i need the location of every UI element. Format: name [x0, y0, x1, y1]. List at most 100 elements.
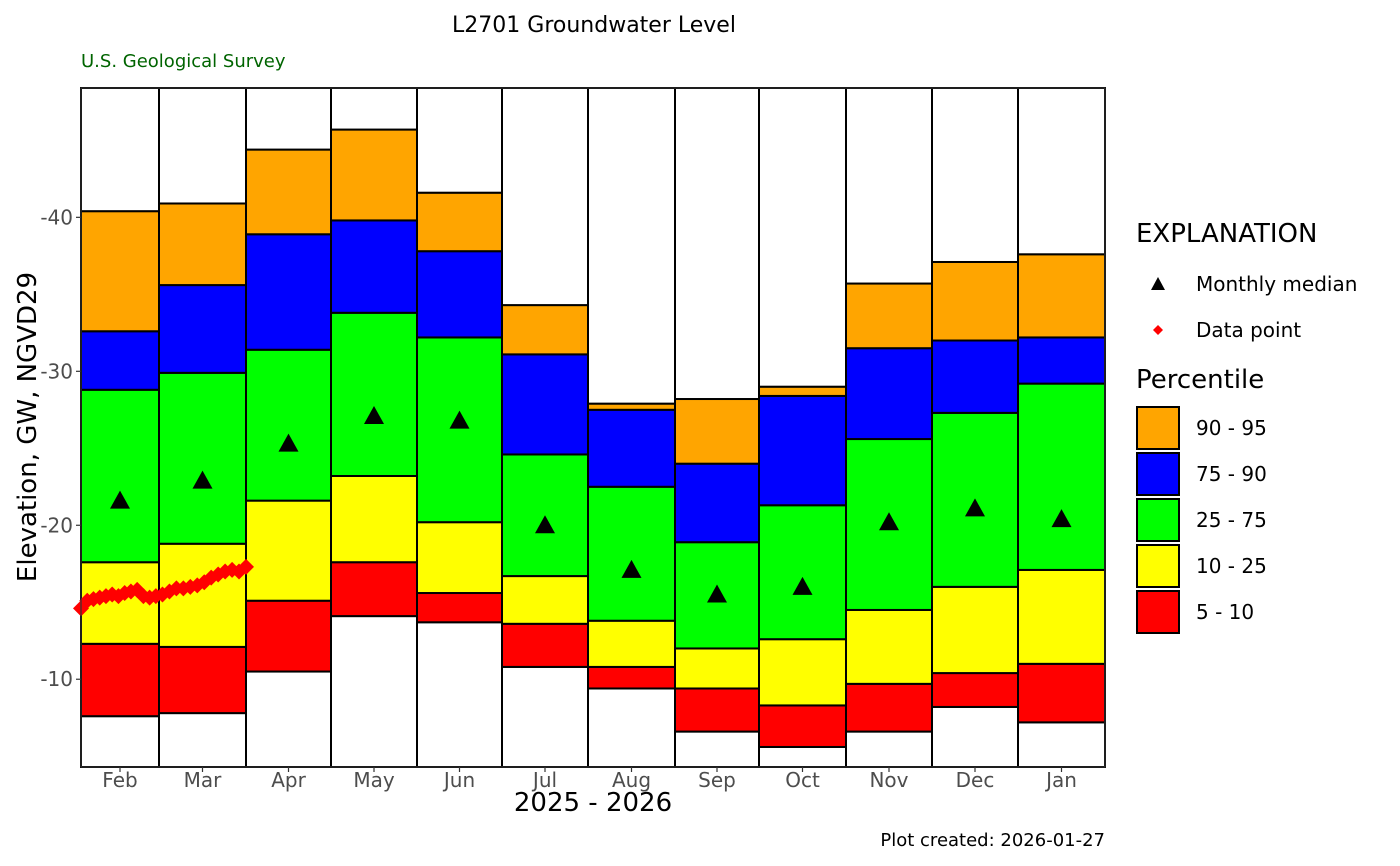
percentile-band-p5-10-may: [330, 561, 418, 618]
percentile-band-p25-75-oct: [758, 504, 847, 641]
percentile-band-p75-90-mar: [158, 284, 247, 374]
plot-panel: [73, 87, 1106, 769]
percentile-band-above-nov: [845, 87, 933, 285]
percentile-band-p25-75-mar: [158, 371, 247, 545]
percentile-band-p25-75-feb: [80, 388, 160, 564]
percentile-band-p10-25-apr: [245, 499, 332, 602]
legend-symbols: Monthly median Data point: [1151, 272, 1357, 342]
percentile-band-p90-95-dec: [931, 260, 1019, 342]
percentile-band-p75-90-apr: [245, 233, 332, 351]
legend: EXPLANATION Monthly median Data point Per…: [1136, 219, 1357, 634]
legend-median-triangle-icon: [1151, 277, 1165, 290]
percentile-band-above-sep: [674, 87, 760, 401]
legend-percentile-label: 10 - 25: [1196, 554, 1267, 578]
percentile-band-p75-90-jul: [501, 353, 589, 456]
percentile-band-p75-90-dec: [931, 339, 1019, 414]
x-tick-label-sep: Sep: [698, 768, 736, 792]
x-tick-label-dec: Dec: [956, 768, 995, 792]
x-tick-label-nov: Nov: [869, 768, 908, 792]
percentile-band-above-mar: [158, 87, 247, 205]
monthly-median-oct: [792, 576, 813, 595]
legend-symbol-label: Monthly median: [1196, 272, 1357, 296]
legend-swatch: [1136, 498, 1180, 542]
y-tick-label: -10: [40, 667, 73, 691]
percentile-band-p10-25-nov: [845, 608, 933, 685]
percentile-band-p90-95-sep: [674, 398, 760, 465]
percentile-band-p25-75-may: [330, 311, 418, 477]
percentile-band-p5-10-sep: [674, 687, 760, 733]
legend-percentile-label: 90 - 95: [1196, 416, 1267, 440]
y-tick-label: -20: [40, 513, 73, 537]
percentile-band-p90-95-feb: [80, 210, 160, 333]
legend-percentile-label: 25 - 75: [1196, 508, 1267, 532]
monthly-median-jul: [535, 515, 555, 534]
percentile-band-p75-90-sep: [674, 462, 760, 544]
percentile-band-p90-95-apr: [245, 148, 332, 236]
percentile-band-below-nov: [845, 730, 933, 768]
percentile-band-p75-90-feb: [80, 330, 160, 391]
monthly-median-sep: [707, 584, 727, 603]
data-point: [238, 558, 254, 575]
data-point-markers: [73, 558, 254, 617]
percentile-band-p5-10-mar: [158, 645, 247, 715]
monthly-median-dec: [965, 498, 985, 517]
percentile-band-p5-10-nov: [845, 682, 933, 733]
legend-swatch: [1136, 544, 1180, 588]
percentile-band-below-dec: [931, 705, 1019, 769]
percentile-band-p5-10-dec: [931, 672, 1019, 708]
monthly-median-mar: [192, 470, 213, 489]
x-axis-title: 2025 - 2026: [514, 788, 672, 818]
percentile-band-p10-25-sep: [674, 647, 760, 690]
monthly-median-nov: [879, 512, 899, 531]
x-tick-label-feb: Feb: [102, 768, 137, 792]
monthly-median-may: [364, 405, 384, 424]
percentile-band-below-may: [330, 615, 418, 768]
percentile-band-p25-75-jan: [1017, 382, 1106, 571]
percentile-band-p5-10-apr: [245, 599, 332, 673]
percentile-band-p25-75-jun: [416, 336, 503, 524]
percentile-band-p90-95-mar: [158, 202, 247, 287]
x-tick-label-may: May: [353, 768, 395, 792]
x-tick-label-oct: Oct: [785, 768, 820, 792]
monthly-median-apr: [278, 433, 299, 452]
percentile-band-p10-25-may: [330, 475, 418, 564]
y-axis: -40 -30 -20 -10: [40, 205, 81, 691]
percentile-band-p75-90-aug: [587, 408, 676, 488]
percentile-band-p75-90-nov: [845, 347, 933, 441]
percentile-band-above-dec: [931, 87, 1019, 263]
percentile-band-p90-95-may: [330, 128, 418, 222]
percentile-band-above-aug: [587, 87, 676, 405]
percentile-band-p25-75-jul: [501, 453, 589, 578]
percentile-band-above-may: [330, 87, 418, 131]
x-tick-label-apr: Apr: [271, 768, 306, 792]
percentile-band-p25-75-aug: [587, 485, 676, 622]
plot-border: [80, 87, 1106, 768]
y-tick-label: -30: [40, 359, 73, 383]
percentile-band-p10-25-oct: [758, 638, 847, 707]
percentile-band-below-aug: [587, 687, 676, 769]
percentile-band-above-apr: [245, 87, 332, 151]
percentile-band-p5-10-jan: [1017, 662, 1106, 724]
percentile-band-below-sep: [674, 730, 760, 768]
percentile-band-p10-25-dec: [931, 585, 1019, 675]
percentile-band-below-jan: [1017, 721, 1106, 768]
legend-percentile-label: 5 - 10: [1196, 600, 1254, 624]
percentile-band-below-jun: [416, 621, 503, 768]
monthly-median-aug: [621, 559, 642, 578]
percentile-band-p90-95-jun: [416, 191, 503, 253]
x-tick-label-jan: Jan: [1044, 768, 1077, 792]
percentile-band-above-jul: [501, 87, 589, 307]
percentile-band-p90-95-jul: [501, 304, 589, 356]
percentile-band-p5-10-jun: [416, 592, 503, 624]
legend-title: EXPLANATION: [1136, 219, 1317, 249]
percentile-band-p75-90-jun: [416, 250, 503, 339]
x-tick-label-jul: Jul: [531, 768, 557, 792]
percentile-band-p10-25-aug: [587, 619, 676, 668]
legend-percentiles: 90 - 95 75 - 90 25 - 75 10 - 25 5 - 10: [1136, 406, 1267, 634]
percentile-band-p5-10-oct: [758, 704, 847, 748]
legend-percentile-title: Percentile: [1136, 365, 1264, 395]
percentile-band-p25-75-apr: [245, 348, 332, 502]
x-tick-label-mar: Mar: [184, 768, 223, 792]
legend-symbol-label: Data point: [1196, 318, 1301, 342]
